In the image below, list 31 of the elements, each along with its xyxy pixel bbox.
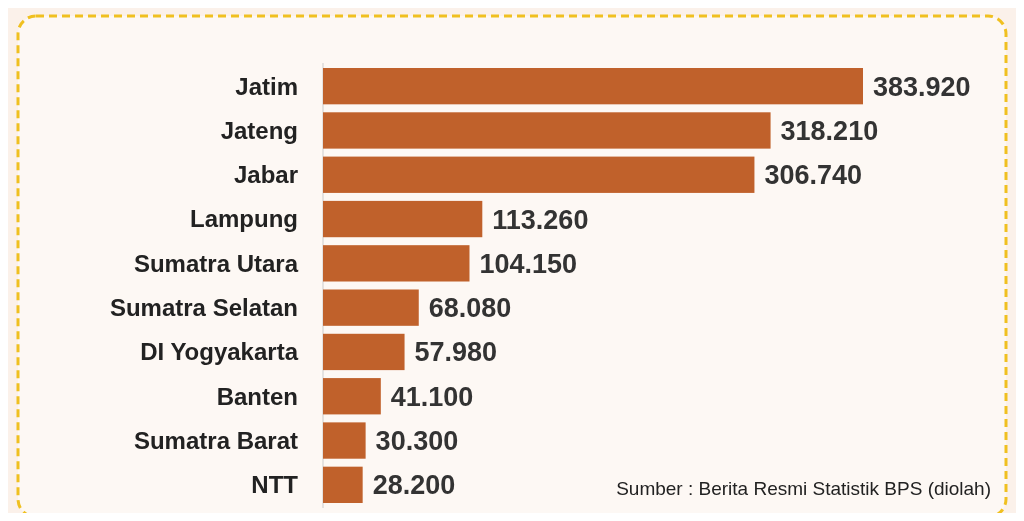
- bar: [323, 422, 366, 459]
- data-label: 104.150: [479, 248, 578, 279]
- y-tick-label: Jateng: [220, 116, 298, 144]
- y-tick-label: Lampung: [190, 205, 298, 233]
- bar: [323, 245, 470, 282]
- y-tick-label: Sumatra Utara: [133, 249, 299, 277]
- y-tick-label: Jabar: [233, 161, 298, 189]
- data-label: 41.100: [390, 381, 474, 412]
- bar: [323, 68, 863, 105]
- bar: [323, 466, 363, 503]
- y-tick-label: DI Yogyakarta: [140, 338, 299, 366]
- y-tick-label: Sumatra Selatan: [109, 294, 298, 322]
- y-tick-label: Banten: [216, 382, 298, 410]
- y-tick-label: Jatim: [235, 72, 298, 100]
- y-tick-label: NTT: [251, 471, 299, 499]
- bar: [323, 289, 419, 326]
- y-tick-label: Sumatra Barat: [133, 426, 299, 454]
- bar: [323, 156, 755, 193]
- bar: [323, 333, 405, 371]
- data-label: 30.300: [375, 425, 459, 456]
- bar: [323, 112, 771, 149]
- data-label: 57.980: [414, 337, 498, 368]
- data-label: 318.210: [780, 115, 879, 146]
- annotation: Sumber : Berita Resmi Statistik BPS (diolah): [616, 478, 991, 499]
- data-label: 113.260: [492, 204, 589, 235]
- data-label: 383.920: [873, 71, 971, 102]
- bar: [323, 200, 483, 238]
- data-label: 68.080: [428, 293, 512, 324]
- bar: [323, 378, 381, 415]
- data-label: 306.740: [764, 160, 863, 191]
- data-label: 28.200: [372, 470, 456, 501]
